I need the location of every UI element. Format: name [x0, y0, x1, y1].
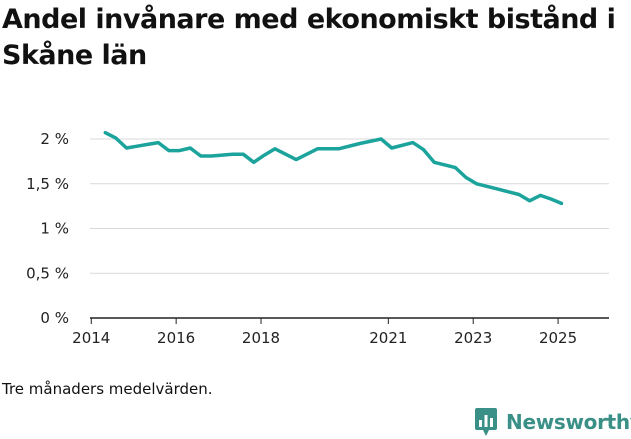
data-point — [135, 145, 139, 148]
data-point — [242, 153, 245, 156]
x-tick-label: 2016 — [157, 329, 195, 347]
data-point — [210, 154, 213, 158]
data-point — [178, 149, 181, 152]
data-point — [125, 146, 128, 150]
brand-logo[interactable]: Newsworthy — [474, 407, 631, 437]
data-point — [422, 148, 425, 151]
brand-name: Newsworthy — [506, 410, 631, 434]
data-point — [496, 187, 499, 191]
data-point — [528, 199, 531, 202]
data-point — [220, 153, 224, 157]
y-tick-label: 0,5 % — [26, 264, 69, 282]
data-point — [517, 193, 521, 196]
x-tick-label: 2018 — [242, 329, 280, 347]
data-point — [464, 176, 468, 179]
data-point — [560, 202, 563, 205]
y-tick-label: 2 % — [40, 130, 69, 148]
data-point — [454, 166, 457, 169]
data-point — [475, 182, 478, 185]
data-point — [263, 153, 266, 157]
x-tick-label: 2023 — [454, 329, 492, 347]
data-point — [507, 190, 510, 193]
data-point — [390, 146, 393, 150]
y-tick-label: 0 % — [40, 309, 69, 327]
data-point — [295, 158, 298, 161]
data-point — [379, 137, 383, 141]
page-title: Andel invånare med ekonomiskt bistånd i … — [2, 4, 616, 71]
data-point — [433, 161, 436, 164]
data-point — [157, 141, 160, 144]
series-line — [103, 130, 564, 206]
bar-chart-pin-icon — [475, 408, 497, 436]
x-tick-label: 2021 — [369, 329, 407, 347]
data-point — [199, 154, 202, 158]
data-point — [114, 136, 118, 140]
x-tick-label: 2025 — [539, 329, 577, 347]
data-point — [316, 147, 319, 150]
data-point — [167, 149, 171, 152]
data-point — [337, 147, 340, 150]
y-tick-label: 1,5 % — [26, 175, 69, 193]
data-point — [273, 147, 277, 150]
data-point — [549, 197, 553, 201]
data-point — [104, 131, 107, 134]
data-point — [539, 194, 542, 197]
data-point — [146, 143, 149, 146]
data-point — [189, 146, 192, 150]
data-point — [252, 161, 255, 164]
y-tick-label: 1 % — [40, 220, 69, 238]
data-point — [231, 153, 234, 156]
x-tick-label: 2014 — [72, 329, 110, 347]
gridlines — [90, 138, 609, 274]
data-point — [358, 142, 362, 145]
chart-caption: Tre månaders medelvärden. — [2, 380, 213, 398]
data-point — [411, 141, 415, 144]
axes: 0 % 0,5 % 1 % 1,5 % 2 % 2014 2016 2018 2021 2023 2… — [26, 130, 609, 347]
series-layer — [103, 130, 564, 206]
